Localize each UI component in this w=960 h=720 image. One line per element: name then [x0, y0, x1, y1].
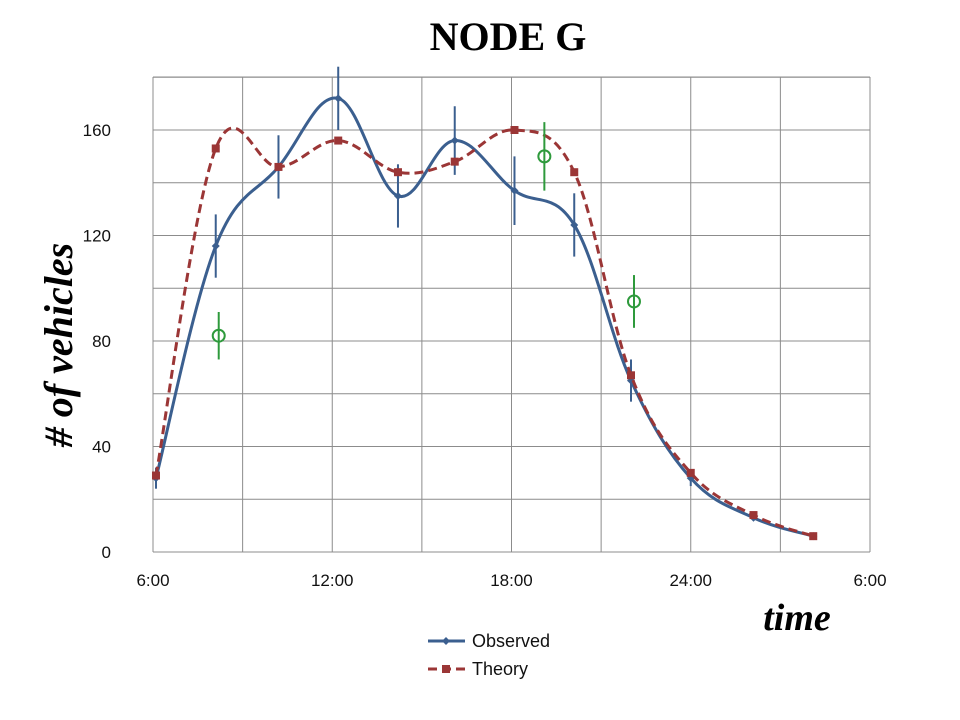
y-axis-label: # of vehicles: [36, 243, 81, 448]
data-point: [211, 328, 226, 343]
data-point: [627, 371, 635, 380]
data-point: [537, 149, 552, 164]
data-point: [274, 162, 283, 171]
series-extra: [211, 122, 641, 360]
legend-marker: [442, 665, 450, 673]
data-point: [211, 242, 220, 251]
data-point: [393, 191, 402, 200]
x-tick-label: 24:00: [669, 571, 712, 590]
legend-label: Theory: [472, 659, 528, 679]
y-tick-label: 80: [92, 332, 111, 351]
x-axis-label: time: [763, 597, 831, 639]
x-tick-label: 6:00: [136, 571, 169, 590]
data-point: [510, 126, 519, 134]
data-point: [334, 136, 343, 145]
y-tick-label: 0: [102, 543, 111, 562]
series-observed: [151, 66, 818, 541]
y-tick-label: 120: [83, 227, 111, 246]
data-point: [809, 532, 818, 541]
data-point: [570, 168, 579, 177]
data-point: [626, 294, 641, 309]
series-theory: [151, 126, 818, 541]
data-point: [334, 94, 343, 103]
data-point: [749, 511, 758, 520]
series-layer: [151, 66, 818, 541]
y-tick-label: 160: [83, 121, 111, 140]
axis-ticks: 0 40 80 120 160 6:00 12:00 18:00 24:00 6:00: [83, 121, 887, 590]
data-point: [151, 471, 160, 480]
data-point: [570, 220, 579, 229]
series-line: [154, 126, 814, 538]
legend-entry: Theory: [428, 659, 528, 679]
series-line: [154, 96, 814, 538]
legend-label: Observed: [472, 631, 550, 651]
data-point: [450, 136, 459, 145]
x-tick-label: 18:00: [490, 571, 533, 590]
x-tick-label: 6:00: [853, 571, 886, 590]
y-tick-label: 40: [92, 438, 111, 457]
legend-marker: [442, 637, 450, 645]
grid: [152, 76, 871, 553]
x-tick-label: 12:00: [311, 571, 354, 590]
data-point: [450, 157, 459, 166]
data-point: [510, 186, 519, 195]
legend-entry: Observed: [428, 631, 550, 651]
data-point: [686, 468, 695, 477]
data-point: [393, 168, 402, 177]
data-point: [211, 144, 220, 153]
chart-title: NODE G: [430, 14, 587, 59]
legend: Observed Theory: [428, 631, 550, 679]
